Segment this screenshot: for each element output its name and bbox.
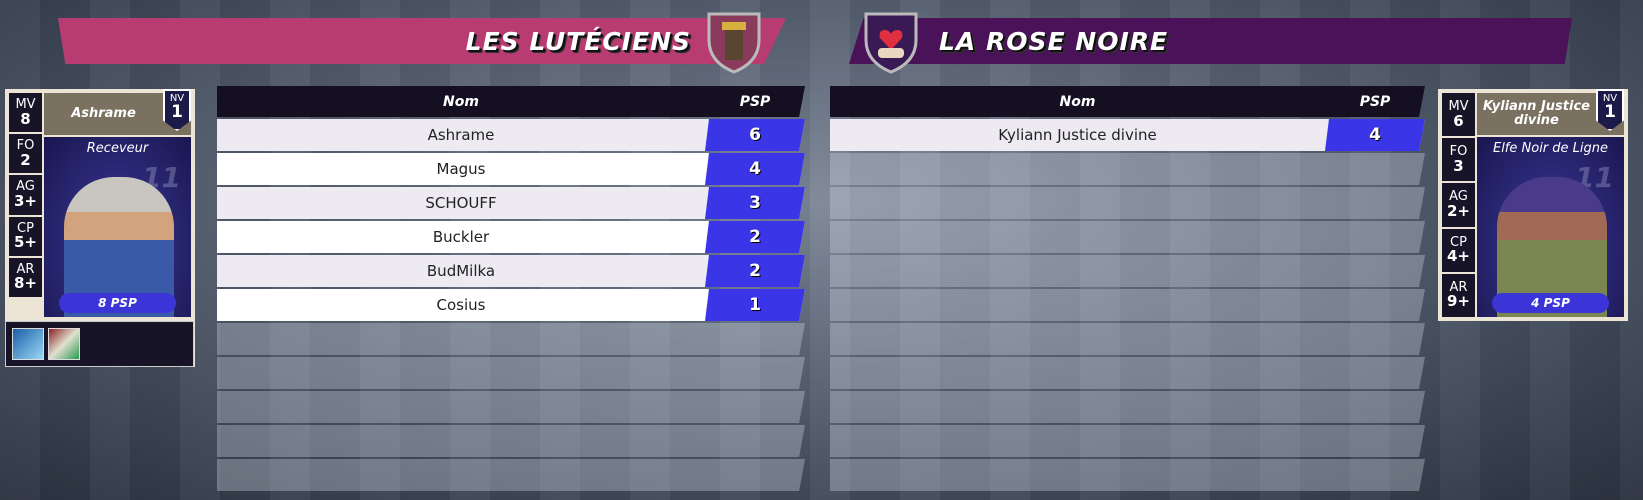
stat-ar: AR 9+ xyxy=(1442,273,1475,318)
player-row[interactable]: SCHOUFF 3 xyxy=(217,187,805,219)
empty-row xyxy=(830,357,1425,389)
empty-row xyxy=(830,425,1425,457)
heart-hands-crest-icon xyxy=(864,12,918,74)
empty-row xyxy=(217,391,805,423)
player-name: Kyliann Justice divine xyxy=(998,126,1157,144)
away-team-name: LA ROSE NOIRE xyxy=(939,26,1169,56)
player-name: Buckler xyxy=(432,228,490,246)
skills-bar xyxy=(5,321,194,367)
home-team-name: LES LUTÉCIENS xyxy=(465,26,691,56)
player-psp: 2 xyxy=(705,221,805,253)
column-header-name: Nom xyxy=(1059,93,1096,110)
empty-row xyxy=(830,221,1425,253)
table-header: Nom PSP xyxy=(830,86,1425,117)
column-header-name: Nom xyxy=(443,93,479,110)
empty-row xyxy=(830,153,1425,185)
player-psp: 1 xyxy=(705,289,805,321)
player-row[interactable]: Kyliann Justice divine 4 xyxy=(830,119,1425,151)
empty-row xyxy=(217,425,805,457)
level-badge: NV 1 xyxy=(1596,89,1624,131)
stat-fo: FO 2 xyxy=(9,134,42,174)
player-row[interactable]: Cosius 1 xyxy=(217,289,805,321)
dodge-skill-icon[interactable] xyxy=(48,328,80,360)
player-row[interactable]: Magus 4 xyxy=(217,153,805,185)
player-portrait: Elfe Noir de Ligne 11 4 PSP xyxy=(1477,137,1624,317)
empty-row xyxy=(217,323,805,355)
player-psp: 6 xyxy=(705,119,805,151)
stat-ag: AG 3+ xyxy=(9,175,42,215)
empty-row xyxy=(217,357,805,389)
stat-mv: MV 6 xyxy=(1442,93,1475,137)
home-players-table: Nom PSP Ashrame 6 Magus 4 SCHOUFF 3 Buckler 2 Bud… xyxy=(217,86,805,491)
away-player-card: MV 6 FO 3 AG 2+ CP 4+ AR 9+ Kyliann Justice divin… xyxy=(1438,89,1628,321)
tower-crest-icon xyxy=(707,12,761,74)
column-header-psp: PSP xyxy=(739,93,771,110)
player-row[interactable]: Ashrame 6 xyxy=(217,119,805,151)
empty-row xyxy=(830,459,1425,491)
player-name: Ashrame xyxy=(427,126,495,144)
player-psp: 4 xyxy=(1325,119,1425,151)
empty-row xyxy=(217,459,805,491)
home-team-banner: LES LUTÉCIENS xyxy=(58,18,786,64)
player-psp: 3 xyxy=(705,187,805,219)
player-psp: 4 xyxy=(705,153,805,185)
empty-row xyxy=(830,255,1425,287)
away-team-banner: LA ROSE NOIRE xyxy=(849,18,1572,64)
stat-ar: AR 8+ xyxy=(9,257,42,298)
empty-row xyxy=(830,391,1425,423)
level-badge: NV 1 xyxy=(163,89,191,131)
away-players-table: Nom PSP Kyliann Justice divine 4 xyxy=(830,86,1425,491)
stat-fo: FO 3 xyxy=(1442,138,1475,182)
stat-cp: CP 4+ xyxy=(1442,228,1475,272)
empty-row xyxy=(830,323,1425,355)
player-role: Elfe Noir de Ligne xyxy=(1492,141,1609,156)
player-row[interactable]: BudMilka 2 xyxy=(217,255,805,287)
player-name: SCHOUFF xyxy=(425,194,497,212)
psp-badge: 4 PSP xyxy=(1492,293,1609,313)
player-portrait: Receveur 11 8 PSP xyxy=(44,137,191,317)
player-psp: 2 xyxy=(705,255,805,287)
table-header: Nom PSP xyxy=(217,86,805,117)
empty-row xyxy=(830,289,1425,321)
column-header-psp: PSP xyxy=(1359,93,1391,110)
player-role: Receveur xyxy=(86,141,149,156)
home-player-card: MV 8 FO 2 AG 3+ CP 5+ AR 8+ Ashrame NV 1 Receveur … xyxy=(5,89,195,367)
player-name: Magus xyxy=(436,160,486,178)
player-row[interactable]: Buckler 2 xyxy=(217,221,805,253)
catch-skill-icon[interactable] xyxy=(12,328,44,360)
player-name: BudMilka xyxy=(426,262,496,280)
psp-badge: 8 PSP xyxy=(59,293,176,313)
player-name: Cosius xyxy=(436,296,486,314)
stat-mv: MV 8 xyxy=(9,93,42,133)
stat-ag: AG 2+ xyxy=(1442,183,1475,227)
empty-row xyxy=(830,187,1425,219)
stat-cp: CP 5+ xyxy=(9,216,42,256)
